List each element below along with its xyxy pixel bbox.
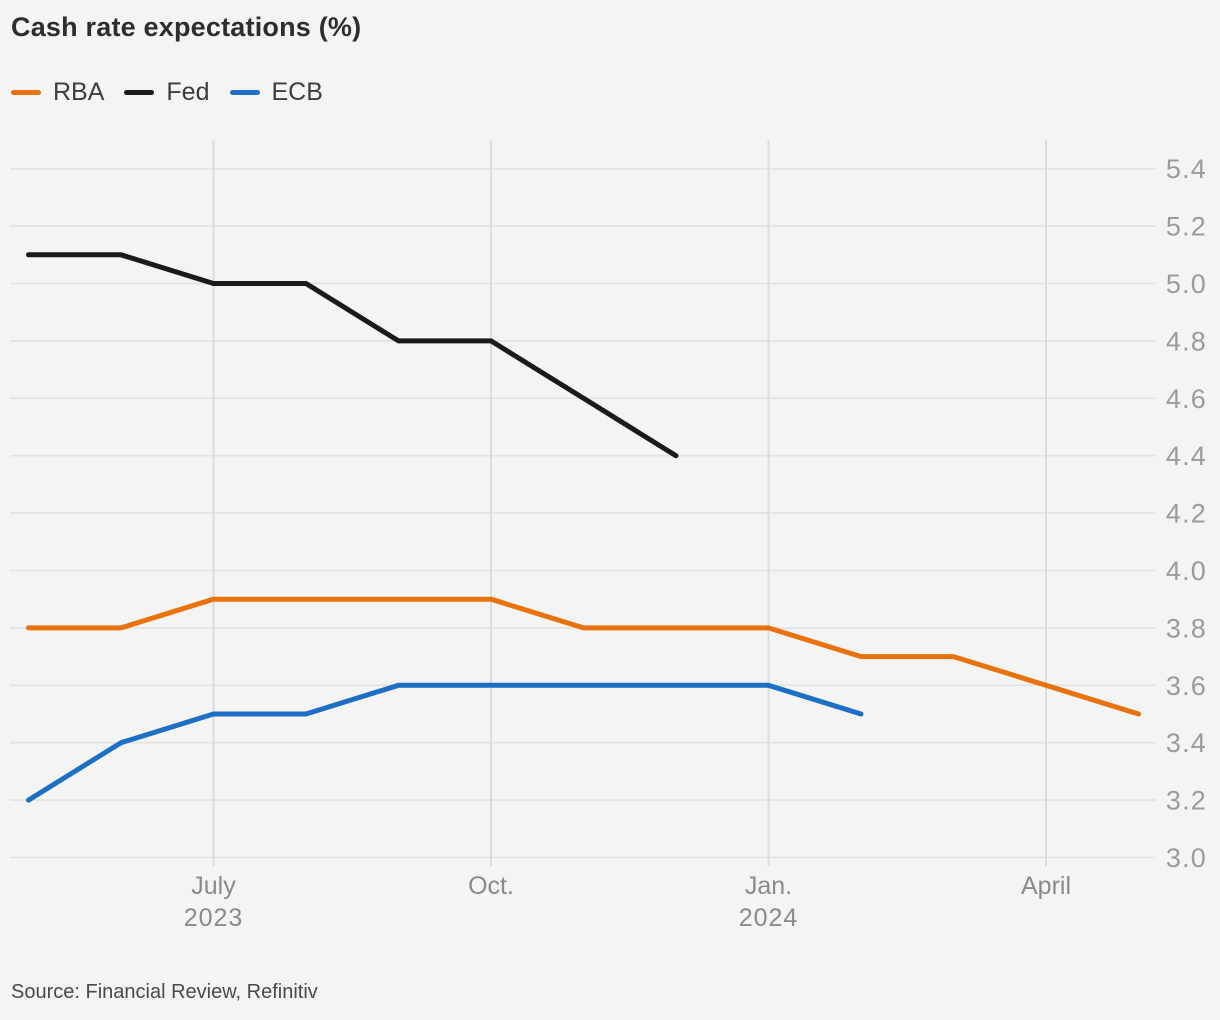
y-tick-label: 3.0 (1166, 843, 1207, 873)
y-tick-label: 3.6 (1166, 671, 1207, 701)
series-line-ecb (26, 682, 864, 803)
y-tick-label: 4.6 (1166, 384, 1207, 414)
series-line-rba (26, 596, 1141, 717)
x-tick-sublabel: 2023 (184, 904, 244, 932)
y-tick-label: 3.2 (1166, 786, 1207, 816)
legend-label: Fed (166, 78, 210, 106)
y-tick-label: 3.8 (1166, 613, 1207, 643)
line-chart: 3.0 3.2 3.4 3.6 3.8 4.0 4.2 4.4 4.6 4.8 5.0 5.2 5.4 J… (10, 140, 1207, 932)
x-tick-label: July (191, 872, 236, 900)
series-line-fed (26, 252, 679, 459)
legend-item-ecb: ECB (229, 78, 323, 107)
y-tick-label: 5.4 (1166, 154, 1207, 184)
source-note: Source: Financial Review, Refinitiv (11, 981, 318, 1003)
legend-label: ECB (271, 78, 323, 106)
x-tick-sublabel: 2024 (739, 904, 799, 932)
x-tick-label: Oct. (468, 872, 514, 900)
y-tick-label: 4.8 (1166, 326, 1207, 356)
x-tick-label: Jan. (745, 872, 792, 900)
legend-swatch-rba (11, 90, 41, 95)
legend: RBA Fed ECB (11, 78, 343, 107)
y-tick-label: 4.0 (1166, 556, 1207, 586)
legend-swatch-fed (124, 90, 155, 95)
y-tick-label: 4.2 (1166, 499, 1207, 529)
chart-title: Cash rate expectations (%) (11, 12, 362, 42)
legend-swatch-ecb (229, 90, 260, 95)
y-tick-label: 5.0 (1166, 269, 1207, 299)
y-tick-label: 5.2 (1166, 212, 1207, 242)
legend-item-fed: Fed (124, 78, 210, 107)
legend-label: RBA (53, 78, 105, 106)
legend-item-rba: RBA (11, 78, 104, 107)
y-tick-label: 4.4 (1166, 441, 1207, 471)
y-tick-label: 3.4 (1166, 728, 1207, 758)
x-tick-label: April (1021, 872, 1071, 900)
